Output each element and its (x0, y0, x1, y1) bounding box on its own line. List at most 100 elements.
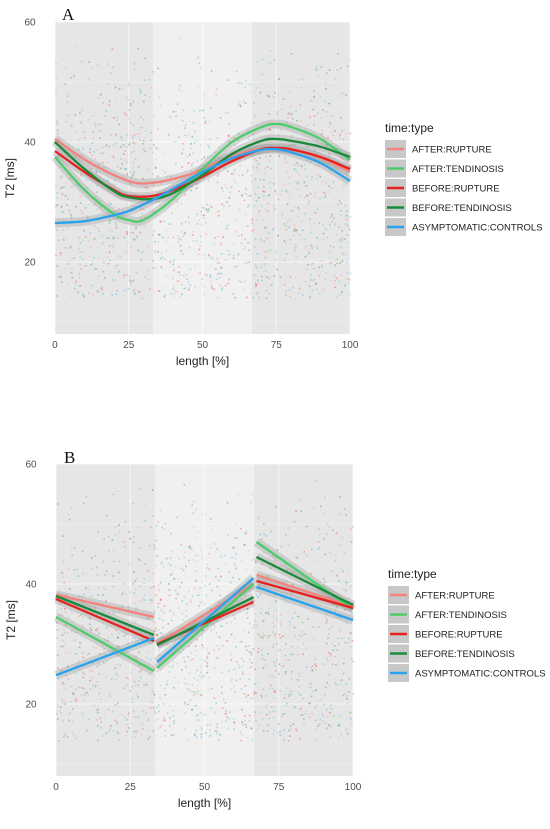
raw-point (188, 134, 190, 136)
raw-point (217, 235, 219, 238)
raw-point (248, 678, 250, 681)
raw-point (328, 256, 331, 259)
raw-point (200, 548, 202, 551)
raw-point (153, 290, 156, 293)
raw-point (326, 716, 329, 719)
raw-point (158, 290, 161, 293)
raw-point (264, 585, 266, 588)
raw-point (252, 116, 255, 119)
raw-point (342, 570, 344, 573)
raw-point (329, 654, 332, 657)
raw-point (202, 109, 205, 112)
raw-point (295, 555, 298, 558)
raw-point (295, 181, 298, 184)
raw-point (103, 276, 106, 279)
raw-point (98, 653, 101, 655)
raw-point (262, 190, 264, 193)
raw-point (244, 245, 247, 248)
raw-point (330, 215, 333, 217)
raw-point (163, 611, 166, 614)
raw-point (218, 276, 221, 279)
y-axis-title: T2 [ms] (3, 158, 17, 198)
raw-point (72, 708, 74, 710)
raw-point (181, 119, 184, 122)
raw-point (118, 530, 121, 533)
raw-point (191, 709, 193, 711)
raw-point (63, 629, 65, 632)
raw-point (75, 672, 78, 675)
raw-point (189, 659, 192, 661)
raw-point (230, 621, 233, 624)
raw-point (142, 177, 144, 180)
raw-point (162, 566, 165, 568)
y-tick-label: 40 (25, 580, 37, 591)
raw-point (288, 144, 291, 146)
raw-point (275, 556, 277, 559)
raw-point (254, 683, 256, 685)
raw-point (67, 616, 70, 619)
raw-point (109, 727, 111, 730)
raw-point (339, 496, 341, 498)
raw-point (311, 690, 314, 693)
raw-point (283, 222, 285, 225)
raw-point (332, 217, 335, 219)
raw-point (298, 499, 301, 502)
raw-point (121, 593, 123, 596)
raw-point (179, 238, 182, 241)
raw-point (189, 547, 192, 550)
raw-point (179, 274, 182, 276)
raw-point (261, 275, 263, 278)
legend-entry-label: BEFORE:RUPTURE (415, 630, 503, 641)
raw-point (135, 730, 138, 733)
raw-point (346, 732, 349, 735)
raw-point (341, 290, 344, 293)
raw-point (295, 510, 297, 512)
raw-point (246, 607, 248, 610)
raw-point (263, 185, 265, 188)
raw-point (220, 152, 223, 155)
raw-point (81, 251, 84, 253)
raw-point (102, 271, 105, 273)
raw-point (109, 203, 111, 206)
raw-point (142, 140, 145, 142)
raw-point (273, 563, 276, 566)
raw-point (161, 610, 164, 613)
raw-point (70, 214, 73, 216)
raw-point (187, 703, 189, 706)
raw-point (67, 665, 69, 668)
raw-point (322, 663, 324, 665)
raw-point (126, 643, 129, 646)
raw-point (313, 267, 316, 270)
raw-point (279, 614, 282, 617)
raw-point (208, 676, 211, 679)
raw-point (310, 279, 312, 281)
raw-point (190, 652, 193, 654)
raw-point (266, 94, 269, 97)
raw-point (198, 674, 201, 677)
raw-point (263, 240, 266, 243)
raw-point (172, 277, 174, 280)
raw-point (241, 671, 244, 673)
raw-point (171, 212, 173, 214)
raw-point (291, 670, 294, 673)
raw-point (309, 232, 312, 234)
raw-point (246, 130, 249, 132)
raw-point (194, 645, 197, 648)
raw-point (232, 576, 234, 579)
raw-point (69, 295, 72, 297)
raw-point (337, 279, 340, 282)
raw-point (269, 155, 272, 157)
raw-point (259, 179, 262, 181)
raw-point (155, 158, 157, 161)
raw-point (192, 152, 194, 154)
raw-point (137, 684, 139, 687)
raw-point (276, 642, 278, 645)
raw-point (123, 276, 126, 278)
raw-point (291, 117, 294, 120)
raw-point (328, 169, 331, 171)
raw-point (338, 137, 341, 139)
raw-point (258, 210, 261, 213)
raw-point (273, 80, 276, 83)
raw-point (189, 545, 191, 547)
